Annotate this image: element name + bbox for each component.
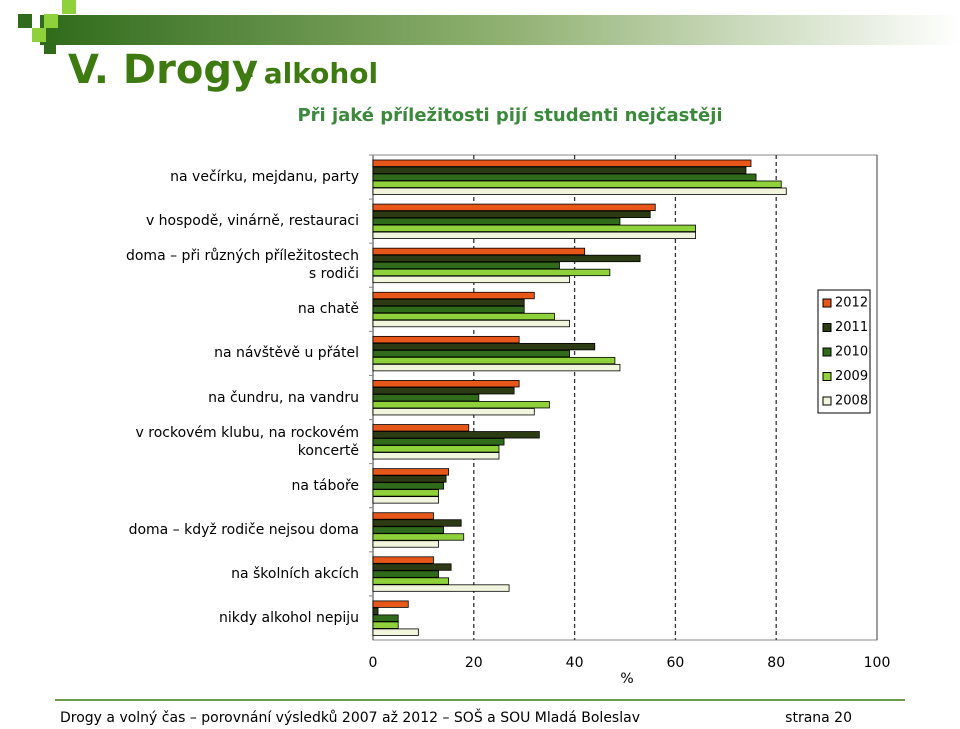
y-tick-label: na návštěvě u přátel — [214, 345, 359, 362]
y-tick-label: na školních akcích — [231, 565, 359, 582]
bar — [372, 342, 596, 351]
y-tick-label: doma – když rodiče nejsou doma — [128, 521, 359, 538]
bar — [372, 438, 505, 446]
bar — [372, 380, 520, 388]
bar — [372, 519, 462, 527]
bar — [372, 431, 540, 439]
y-tick-label: na chatě — [297, 301, 359, 318]
bar — [372, 600, 409, 608]
bar — [372, 298, 525, 307]
x-tick-label: 0 — [369, 655, 378, 671]
legend-label: 2010 — [835, 345, 868, 360]
bar — [372, 584, 510, 592]
bar — [372, 607, 379, 615]
decor — [62, 0, 76, 14]
x-axis-label: % — [620, 671, 633, 687]
bar — [372, 261, 560, 270]
bar — [372, 387, 515, 395]
bar — [372, 394, 480, 402]
bar — [372, 512, 434, 520]
bar — [372, 275, 570, 284]
bar — [372, 224, 696, 232]
y-tick-label: na večírku, mejdanu, party — [170, 169, 359, 186]
bar — [372, 356, 616, 365]
bar — [372, 166, 747, 174]
bar — [372, 203, 656, 211]
bar — [372, 496, 439, 504]
x-tick-label: 100 — [864, 655, 891, 671]
bar — [372, 570, 439, 578]
bar — [372, 180, 782, 188]
bar — [372, 563, 452, 571]
y-tick-label: na táboře — [291, 477, 359, 494]
bar — [372, 173, 757, 181]
bar — [372, 217, 621, 225]
header-band — [40, 15, 960, 45]
bar — [372, 482, 444, 490]
legend-label: 2011 — [835, 320, 868, 335]
bar — [372, 401, 550, 409]
bar — [372, 305, 525, 314]
bar — [372, 577, 449, 585]
bar — [372, 363, 621, 372]
bar — [372, 159, 752, 167]
decor — [44, 14, 58, 28]
bar — [372, 628, 419, 636]
legend-swatch — [822, 298, 832, 308]
bar — [372, 533, 465, 541]
bar — [372, 424, 470, 432]
decor — [18, 14, 32, 28]
bar — [372, 452, 500, 460]
bar — [372, 445, 500, 453]
bar — [372, 210, 651, 218]
bar — [372, 312, 555, 321]
decor — [44, 42, 56, 54]
legend-label: 2008 — [835, 394, 868, 409]
bar — [372, 408, 535, 416]
slide-title: V. Drogy — [68, 47, 258, 93]
bar — [372, 247, 586, 256]
bar — [372, 291, 535, 300]
footer: Drogy a volný čas – porovnání výsledků 2… — [60, 708, 640, 726]
x-tick-label: 40 — [566, 655, 584, 671]
y-tick-label: v hospodě, vinárně, restauraci — [145, 213, 359, 230]
x-tick-label: 60 — [666, 655, 684, 671]
bar — [372, 187, 787, 195]
bar — [372, 475, 447, 483]
bar — [372, 614, 399, 622]
y-tick-label: na čundru, na vandru — [208, 389, 359, 406]
bar — [372, 319, 570, 328]
bar — [372, 526, 444, 534]
bar — [372, 335, 520, 344]
bar — [372, 556, 434, 564]
legend-swatch — [822, 347, 832, 357]
page-number: strana 20 — [785, 710, 852, 726]
legend-label: 2009 — [835, 369, 868, 384]
y-tick-label: v rockovém klubu, na rockovém koncertě — [135, 424, 359, 459]
slide-subtitle: – alkohol — [240, 57, 378, 90]
bar — [372, 231, 696, 239]
bar — [372, 268, 611, 277]
bar — [372, 349, 570, 358]
bar — [372, 489, 439, 497]
legend-label: 2012 — [835, 296, 868, 311]
bar — [372, 540, 439, 548]
chart-title: Při jaké příležitosti pijí studenti nejč… — [297, 105, 722, 126]
y-tick-label: doma – při různých příležitostech s rodi… — [125, 248, 359, 283]
legend-swatch — [822, 323, 832, 332]
y-tick-label: nikdy alkohol nepiju — [219, 609, 359, 626]
x-tick-label: 80 — [767, 655, 785, 671]
x-tick-label: 20 — [465, 655, 483, 671]
legend-swatch — [822, 372, 832, 381]
decor — [32, 28, 46, 42]
legend-swatch — [822, 396, 832, 406]
bar — [372, 468, 449, 476]
bar — [372, 621, 399, 629]
bar — [372, 254, 641, 263]
